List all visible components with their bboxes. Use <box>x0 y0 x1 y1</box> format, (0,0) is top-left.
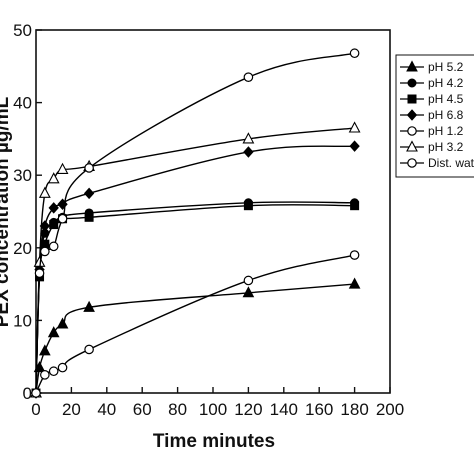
series-layer <box>30 48 361 399</box>
data-point <box>348 277 361 289</box>
series-line <box>35 127 355 394</box>
data-point <box>84 344 94 355</box>
legend-marker <box>407 78 417 88</box>
data-point <box>48 366 59 377</box>
legend-label: pH 6.8 <box>428 108 464 122</box>
legend-marker <box>407 158 417 168</box>
y-tick-label: 40 <box>13 94 32 113</box>
x-tick-label: 60 <box>133 400 152 419</box>
x-tick-label: 120 <box>234 400 262 419</box>
legend: pH 5.2 pH 4.2 pH 4.5 pH 6.8 pH 1.2 pH 3.2 Dist… <box>395 54 474 178</box>
x-tick-label: 180 <box>340 400 368 419</box>
x-tick-label: 100 <box>199 400 227 419</box>
y-tick-label: 0 <box>23 384 32 403</box>
x-tick-label: 40 <box>97 400 116 419</box>
legend-marker <box>407 94 417 104</box>
data-point <box>349 48 360 59</box>
data-point <box>84 212 94 222</box>
data-point <box>39 344 51 356</box>
data-point <box>47 326 60 338</box>
legend-label: pH 5.2 <box>428 60 464 74</box>
data-point <box>83 187 95 200</box>
data-point <box>243 72 254 82</box>
series-1 <box>30 277 361 398</box>
data-point <box>348 121 361 133</box>
y-tick-label: 50 <box>13 21 32 40</box>
data-point <box>242 132 255 144</box>
y-axis-title: PEX concentration µg/mL <box>0 96 13 327</box>
data-point <box>48 202 59 214</box>
y-tick-label: 10 <box>13 311 32 330</box>
data-point <box>56 317 69 329</box>
data-point <box>243 201 253 211</box>
data-point <box>242 286 255 298</box>
series-line <box>35 52 355 394</box>
series-line <box>35 254 355 394</box>
data-point <box>84 163 94 173</box>
series-line <box>35 283 355 394</box>
legend-marker <box>406 140 418 152</box>
series-line <box>35 204 355 394</box>
legend-marker <box>407 126 417 136</box>
data-point <box>83 300 95 312</box>
legend-label: pH 4.5 <box>428 92 464 106</box>
data-point <box>243 146 254 158</box>
data-point <box>40 370 50 380</box>
legend-label: Dist. water <box>428 156 474 170</box>
data-point <box>350 201 360 211</box>
data-point <box>38 186 51 198</box>
data-point <box>34 268 45 279</box>
data-point <box>48 241 59 252</box>
data-point <box>40 246 50 257</box>
data-point <box>349 250 360 260</box>
legend-label: pH 4.2 <box>428 76 464 90</box>
x-tick-label: 200 <box>376 400 404 419</box>
series-line <box>35 145 355 394</box>
series-5 <box>31 250 360 398</box>
legend-label: pH 1.2 <box>428 124 464 138</box>
series-4 <box>30 140 360 399</box>
legend-marker <box>406 60 418 72</box>
series-2 <box>31 198 360 398</box>
data-point <box>47 172 60 184</box>
y-tick-label: 30 <box>13 166 32 185</box>
data-point <box>56 162 69 174</box>
x-tick-label: 80 <box>168 400 187 419</box>
data-point <box>243 275 254 286</box>
y-tick-label: 20 <box>13 239 32 258</box>
data-point <box>57 213 68 224</box>
data-point <box>31 388 41 398</box>
x-tick-label: 160 <box>305 400 333 419</box>
x-tick-label: 20 <box>62 400 81 419</box>
legend-marker <box>406 109 418 121</box>
legend-label: pH 3.2 <box>428 140 464 154</box>
series-3 <box>31 201 360 398</box>
series-7 <box>31 48 360 398</box>
data-point <box>349 140 360 152</box>
data-point <box>57 362 68 373</box>
x-axis-title: Time minutes <box>153 431 275 452</box>
x-tick-label: 140 <box>270 400 298 419</box>
x-tick-label: 0 <box>31 400 40 419</box>
data-point <box>49 220 59 230</box>
axes: 0 20 40 60 80 100 120 140 160 180 200 0 10 20 30 40 50 <box>13 21 404 419</box>
